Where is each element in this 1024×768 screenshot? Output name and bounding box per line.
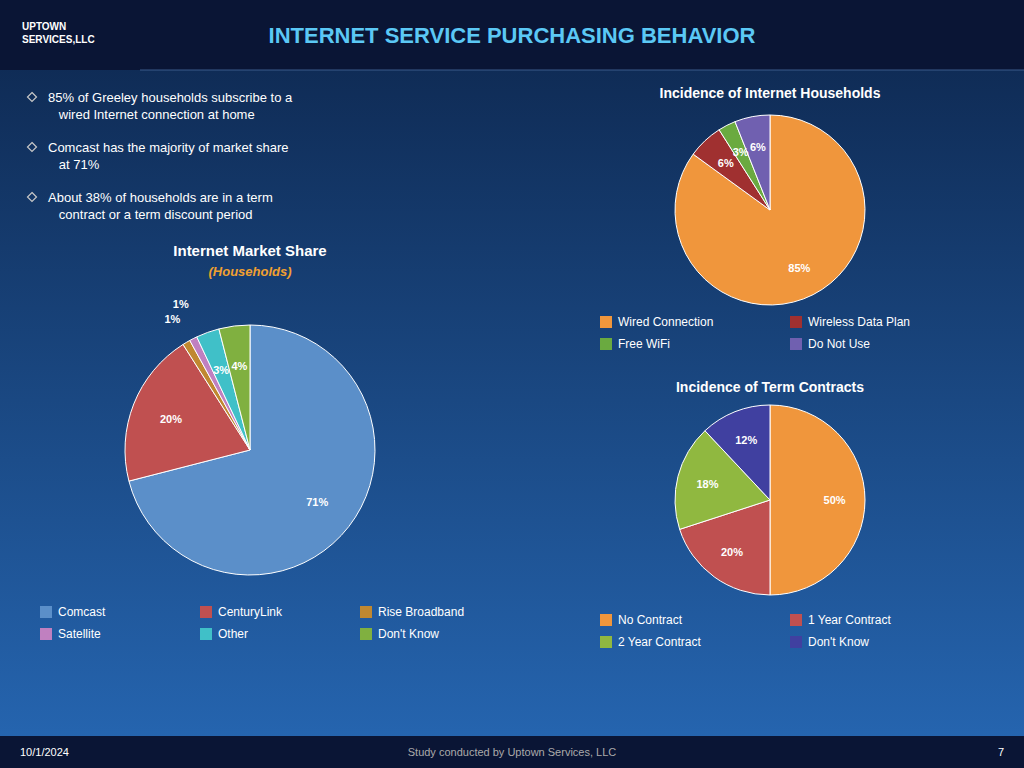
page-title: INTERNET SERVICE PURCHASING BEHAVIOR — [269, 23, 756, 48]
legend-label: Other — [218, 627, 248, 641]
pie-slices — [675, 115, 865, 305]
legend-swatch — [200, 628, 212, 640]
chart-title: Incidence of Internet Households — [660, 85, 881, 101]
legend-label: 2 Year Contract — [618, 635, 701, 649]
bullet-marker — [28, 93, 37, 102]
footer-bar — [0, 736, 1024, 768]
legend-swatch — [40, 606, 52, 618]
pie-chart: Incidence of Internet Households 85% 6%3%6… — [600, 85, 910, 351]
legend-swatch — [360, 628, 372, 640]
legend-label: Do Not Use — [808, 337, 870, 351]
legend-swatch — [600, 316, 612, 328]
legend-swatch — [360, 606, 372, 618]
bullet-marker — [28, 193, 37, 202]
data-label: 18% — [696, 478, 718, 490]
data-label: 1% — [164, 313, 180, 325]
legend-swatch — [40, 628, 52, 640]
footer-text: Study conducted by Uptown Services, LLC — [408, 746, 617, 758]
data-label: 71% — [306, 496, 328, 508]
data-label: 50% — [824, 494, 846, 506]
legend: No Contract 1 Year Contract 2 Year Contrac… — [600, 613, 891, 649]
logo-text: UPTOWNSERVICES,LLC — [22, 21, 95, 45]
legend-label: Wireless Data Plan — [808, 315, 910, 329]
pie-slices — [125, 325, 375, 575]
chart-root: INTERNET SERVICE PURCHASING BEHAVIORUPTO… — [0, 0, 1024, 768]
data-label: 6% — [750, 141, 766, 153]
legend-label: Don't Know — [808, 635, 869, 649]
data-label: 3% — [733, 146, 749, 158]
legend-swatch — [200, 606, 212, 618]
pie-slice — [675, 115, 865, 305]
footer-text: 10/1/2024 — [20, 746, 69, 758]
data-label: 1% — [173, 298, 189, 310]
pie-chart: Incidence of Term Contracts 50% 20% 18% 12% N… — [600, 379, 891, 649]
bullet-text: About 38% of households are in a term co… — [48, 190, 273, 222]
legend-label: Satellite — [58, 627, 101, 641]
title-bar — [0, 0, 1024, 70]
data-label: 20% — [721, 546, 743, 558]
bullet-text: 85% of Greeley households subscribe to a… — [48, 90, 293, 122]
bullet-marker — [28, 143, 37, 152]
legend-label: Free WiFi — [618, 337, 670, 351]
legend: Comcast CenturyLink Rise Broadband Satellit… — [40, 605, 464, 641]
data-label: 3% — [213, 364, 229, 376]
legend: Wired Connection Wireless Data Plan Free W… — [600, 315, 910, 351]
legend-label: Don't Know — [378, 627, 439, 641]
bullet-text: Comcast has the majority of market share… — [48, 140, 289, 172]
legend-swatch — [790, 614, 802, 626]
pie-slice — [735, 115, 770, 210]
chart-title: Incidence of Term Contracts — [676, 379, 864, 395]
data-labels: 50% 20% 18% 12% — [696, 434, 845, 558]
pie-slice — [770, 405, 865, 595]
annotations: UPTOWNSERVICES,LLC 85% of Greeley househo… — [20, 21, 1004, 758]
data-labels: 71% 20% 1% 1% 3%4% — [160, 298, 328, 508]
legend-label: Wired Connection — [618, 315, 713, 329]
legend-swatch — [600, 636, 612, 648]
chart-title: Internet Market Share — [173, 242, 326, 259]
data-label: 20% — [160, 413, 182, 425]
data-label: 85% — [788, 262, 810, 274]
data-label: 12% — [735, 434, 757, 446]
pie-slice — [219, 325, 250, 450]
legend-swatch — [790, 338, 802, 350]
legend-swatch — [600, 614, 612, 626]
data-label: 6% — [718, 157, 734, 169]
legend-label: Rise Broadband — [378, 605, 464, 619]
data-label: 4% — [231, 360, 247, 372]
pie-chart: Internet Market Share (Households) 71% 20% 1… — [40, 242, 464, 641]
separator — [140, 70, 1024, 71]
legend-swatch — [790, 316, 802, 328]
legend-label: CenturyLink — [218, 605, 283, 619]
legend-label: 1 Year Contract — [808, 613, 891, 627]
legend-label: Comcast — [58, 605, 106, 619]
legend-swatch — [790, 636, 802, 648]
data-labels: 85% 6%3%6% — [718, 141, 811, 274]
chart-subtitle: (Households) — [208, 264, 291, 279]
background — [0, 0, 1024, 768]
pie-slices — [675, 405, 865, 595]
footer-text: 7 — [998, 746, 1004, 758]
legend-swatch — [600, 338, 612, 350]
legend-label: No Contract — [618, 613, 683, 627]
